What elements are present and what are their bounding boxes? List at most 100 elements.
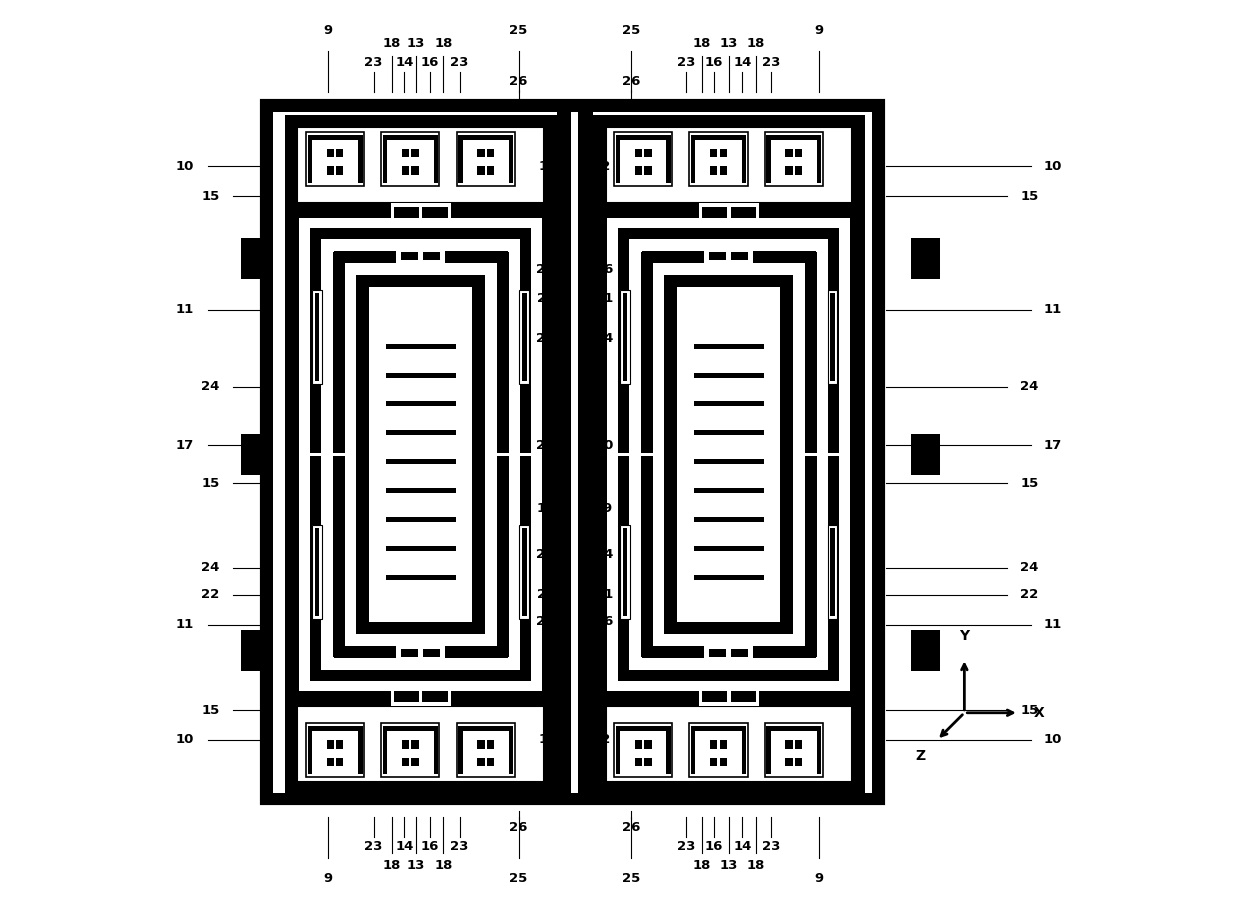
- Bar: [522, 293, 527, 381]
- Bar: [402, 149, 409, 157]
- Text: 12: 12: [593, 734, 611, 746]
- Bar: [315, 293, 319, 381]
- Bar: [412, 757, 419, 766]
- Bar: [616, 725, 620, 774]
- Bar: [911, 435, 940, 474]
- Bar: [689, 724, 748, 777]
- Bar: [336, 149, 343, 157]
- Bar: [308, 725, 362, 731]
- Bar: [345, 263, 497, 646]
- Bar: [332, 251, 508, 658]
- Text: 18: 18: [382, 37, 401, 51]
- Text: Z: Z: [915, 750, 926, 764]
- Bar: [616, 135, 620, 184]
- Text: 15: 15: [201, 477, 219, 490]
- Bar: [742, 135, 746, 184]
- Bar: [816, 657, 828, 670]
- Bar: [709, 253, 727, 260]
- Bar: [572, 112, 578, 793]
- Bar: [827, 290, 837, 384]
- Bar: [620, 290, 630, 384]
- Text: X: X: [1033, 705, 1044, 720]
- Bar: [719, 149, 727, 157]
- Bar: [709, 649, 727, 656]
- Text: 21: 21: [537, 292, 554, 305]
- Bar: [622, 529, 627, 615]
- Bar: [622, 294, 627, 380]
- Bar: [691, 725, 696, 774]
- Bar: [459, 725, 463, 774]
- Text: 23: 23: [365, 841, 383, 854]
- Text: 13: 13: [719, 858, 738, 872]
- Bar: [693, 402, 764, 406]
- Text: 16: 16: [706, 841, 723, 854]
- Text: 10: 10: [176, 734, 195, 746]
- Bar: [472, 735, 498, 765]
- Bar: [795, 149, 802, 157]
- Text: 10: 10: [176, 160, 195, 173]
- Bar: [706, 144, 732, 174]
- Bar: [242, 238, 270, 279]
- Bar: [719, 741, 727, 749]
- Bar: [704, 251, 754, 264]
- Bar: [732, 649, 749, 656]
- Bar: [381, 724, 439, 777]
- Bar: [434, 725, 438, 774]
- Bar: [386, 402, 456, 406]
- Bar: [693, 488, 764, 493]
- Text: 26: 26: [621, 75, 640, 87]
- Bar: [477, 149, 485, 157]
- Text: 26: 26: [595, 263, 613, 276]
- Bar: [719, 757, 727, 766]
- Bar: [605, 127, 852, 203]
- Bar: [629, 657, 642, 670]
- Bar: [766, 135, 821, 140]
- Text: 18: 18: [692, 37, 711, 51]
- Bar: [434, 135, 438, 184]
- Bar: [711, 741, 718, 749]
- Bar: [620, 290, 630, 384]
- Bar: [765, 132, 823, 185]
- Bar: [315, 529, 319, 615]
- Bar: [273, 112, 872, 793]
- Text: 9: 9: [815, 24, 823, 37]
- Bar: [645, 166, 651, 175]
- Bar: [691, 135, 696, 184]
- Bar: [423, 253, 440, 260]
- Bar: [702, 692, 727, 703]
- Bar: [785, 166, 792, 175]
- Text: 23: 23: [763, 841, 780, 854]
- Bar: [423, 206, 448, 217]
- Text: 11: 11: [1044, 303, 1063, 316]
- Bar: [423, 649, 440, 656]
- Bar: [635, 757, 642, 766]
- Text: 17: 17: [1044, 439, 1063, 452]
- Bar: [472, 144, 498, 174]
- Text: 9: 9: [324, 24, 332, 37]
- Text: 21: 21: [595, 587, 613, 601]
- Text: 26: 26: [621, 822, 640, 834]
- Bar: [285, 115, 557, 794]
- Text: 23: 23: [450, 841, 469, 854]
- Bar: [765, 724, 823, 777]
- Text: 12: 12: [538, 160, 557, 173]
- Bar: [616, 725, 671, 731]
- Bar: [487, 757, 494, 766]
- Bar: [242, 630, 270, 671]
- Text: 18: 18: [382, 858, 401, 872]
- Bar: [402, 741, 409, 749]
- Bar: [306, 132, 365, 185]
- Bar: [306, 724, 365, 777]
- Bar: [386, 488, 456, 493]
- Bar: [795, 757, 802, 766]
- Text: 18: 18: [434, 37, 453, 51]
- Text: 24: 24: [595, 548, 613, 561]
- Text: 22: 22: [1021, 588, 1039, 602]
- Text: 16: 16: [420, 55, 439, 68]
- Text: 18: 18: [746, 37, 765, 51]
- Bar: [312, 290, 322, 384]
- Bar: [298, 127, 544, 203]
- Text: 15: 15: [1021, 477, 1039, 490]
- Text: Y: Y: [960, 629, 970, 643]
- Text: 18: 18: [434, 858, 453, 872]
